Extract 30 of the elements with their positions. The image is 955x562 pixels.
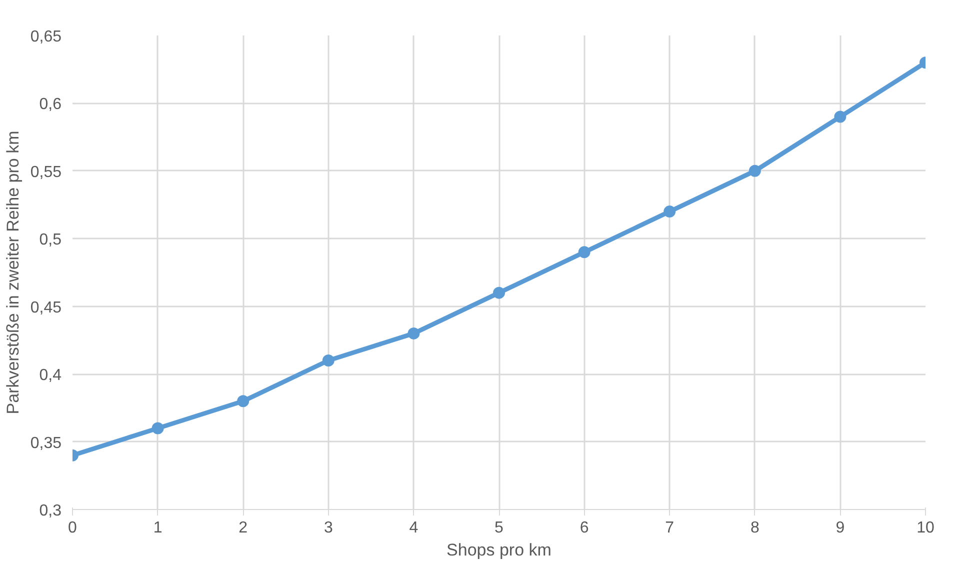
x-tick-label: 10	[916, 520, 934, 536]
y-tick-label: 0,3	[39, 502, 62, 520]
y-tick-label: 0,65	[30, 28, 62, 46]
point	[748, 164, 761, 177]
y-tick-label: 0,45	[30, 299, 62, 316]
y-axis-title: Parkverstöße in zweiter Reihe pro km	[3, 130, 22, 414]
y-tick-label: 0,5	[39, 232, 62, 249]
y-tick-label: 0,35	[30, 434, 62, 452]
point	[834, 110, 846, 123]
x-tick-label: 0	[68, 520, 78, 536]
x-tick-label: 1	[153, 520, 162, 536]
point	[237, 395, 250, 408]
x-tick-label: 5	[494, 520, 504, 536]
x-tick-label: 6	[580, 520, 589, 536]
x-tick-label: 9	[836, 520, 845, 536]
y-tick-label: 0,55	[30, 164, 62, 181]
point	[152, 422, 164, 434]
x-tick-label: 4	[409, 520, 418, 536]
point	[664, 206, 676, 218]
point	[493, 286, 505, 299]
x-tick-label: 3	[324, 520, 333, 536]
point	[322, 354, 334, 367]
y-tick-label: 0,6	[39, 96, 62, 114]
x-tick-label: 7	[665, 520, 674, 536]
x-tick-label: 2	[238, 520, 248, 536]
x-axis-title: Shops pro km	[446, 540, 552, 560]
point	[408, 327, 420, 340]
x-tick-label: 8	[750, 520, 760, 536]
point	[578, 246, 590, 258]
y-tick-label: 0,4	[39, 367, 62, 384]
